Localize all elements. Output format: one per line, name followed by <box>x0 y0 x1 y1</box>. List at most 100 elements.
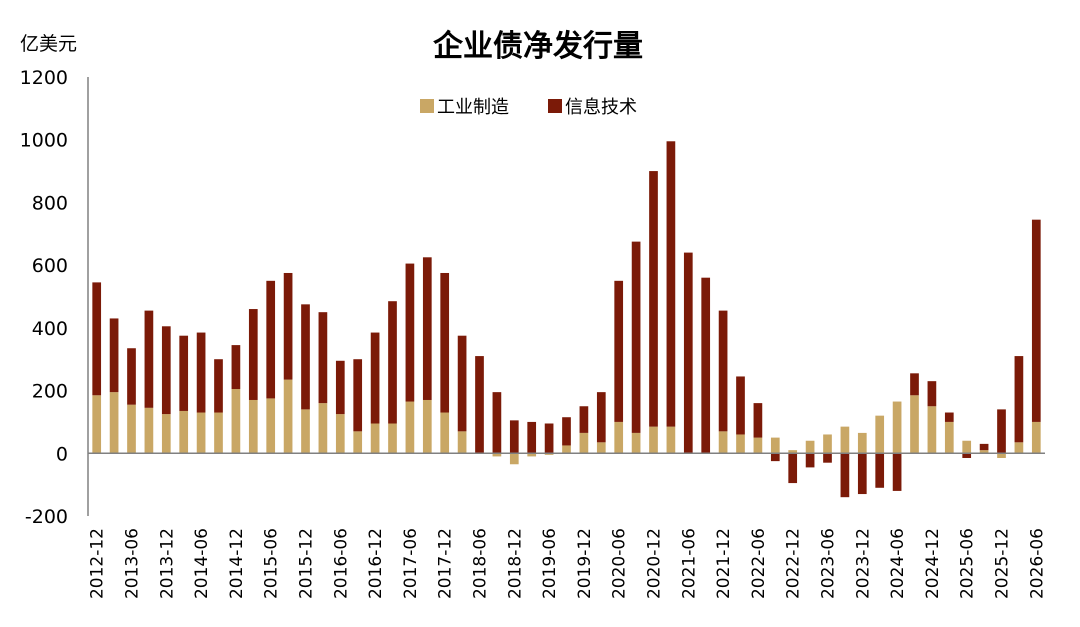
legend-label-industrial: 工业制造 <box>437 97 509 118</box>
bar-industrial <box>283 379 293 454</box>
bar-industrial <box>248 399 258 454</box>
bar-info_tech <box>266 280 276 399</box>
legend-swatch-industrial <box>420 99 434 113</box>
x-tick-label: 2018-06 <box>471 528 491 599</box>
bar-info_tech <box>509 420 519 454</box>
bar-info_tech <box>1014 356 1024 443</box>
x-tick-label: 2024-06 <box>888 528 908 599</box>
axes <box>87 77 1045 516</box>
bar-industrial <box>631 432 641 454</box>
x-tick-label: 2023-06 <box>819 528 839 599</box>
bar-info_tech <box>666 141 676 427</box>
bar-industrial <box>736 434 745 454</box>
bar-industrial <box>770 437 780 454</box>
bar-industrial <box>335 414 345 454</box>
bar-industrial <box>527 453 537 457</box>
bar-industrial <box>231 389 241 454</box>
bars <box>92 141 1041 498</box>
bar-info_tech <box>596 392 606 443</box>
bar-info_tech <box>718 310 728 432</box>
bar-info_tech <box>231 345 241 390</box>
bar-info_tech <box>283 272 293 380</box>
x-tick-label: 2018-12 <box>505 528 525 599</box>
bar-info_tech <box>788 453 798 484</box>
bar-industrial <box>544 453 554 455</box>
bar-info_tech <box>214 359 223 413</box>
x-tick-label: 2019-06 <box>540 528 560 599</box>
bar-info_tech <box>457 335 467 432</box>
x-tick-label: 2016-06 <box>331 528 351 599</box>
bar-industrial <box>823 434 832 454</box>
bar-industrial <box>214 412 223 454</box>
bar-info_tech <box>649 171 658 427</box>
bar-info_tech <box>405 263 415 402</box>
bar-industrial <box>144 407 154 454</box>
bar-info_tech <box>683 252 693 454</box>
bar-industrial <box>562 445 571 454</box>
bar-info_tech <box>875 453 885 488</box>
bar-industrial <box>614 421 624 454</box>
bar-info_tech <box>857 453 867 495</box>
bar-info_tech <box>1031 219 1041 422</box>
bar-industrial <box>492 453 502 457</box>
x-tick-label: 2015-12 <box>297 528 317 599</box>
bar-info_tech <box>979 443 989 451</box>
bar-info_tech <box>179 335 189 411</box>
bar-info_tech <box>440 272 450 413</box>
bar-industrial <box>161 414 171 454</box>
y-tick-label: 0 <box>56 443 68 465</box>
x-tick-label: 2017-12 <box>436 528 456 599</box>
bar-info_tech <box>475 356 484 454</box>
bar-info_tech <box>527 421 537 454</box>
bar-industrial <box>370 423 380 454</box>
bar-industrial <box>649 426 658 454</box>
bar-info_tech <box>701 277 711 454</box>
bar-industrial <box>388 423 397 454</box>
legend-swatch-info-tech <box>548 99 562 113</box>
bar-info_tech <box>944 412 954 422</box>
bar-info_tech <box>753 403 763 438</box>
x-tick-label: 2020-06 <box>610 528 630 599</box>
y-tick-label: 600 <box>32 255 68 277</box>
x-tick-label: 2013-06 <box>123 528 143 599</box>
bar-info_tech <box>892 453 902 491</box>
x-tick-label: 2015-06 <box>262 528 282 599</box>
legend: 工业制造 信息技术 <box>420 97 637 118</box>
bar-info_tech <box>318 312 328 404</box>
bar-info_tech <box>335 360 345 415</box>
x-tick-label: 2023-12 <box>853 528 873 599</box>
x-tick-label: 2021-12 <box>714 528 734 599</box>
x-tick-label: 2022-12 <box>784 528 804 599</box>
bar-info_tech <box>109 318 119 393</box>
bar-info_tech <box>823 453 832 463</box>
bar-info_tech <box>579 406 589 433</box>
y-tick-label: 800 <box>32 192 68 214</box>
bar-info_tech <box>388 301 397 424</box>
bar-industrial <box>509 453 519 465</box>
y-axis-unit-label: 亿美元 <box>20 33 77 55</box>
bar-info_tech <box>840 453 850 498</box>
bar-industrial <box>805 440 815 454</box>
bar-industrial <box>301 409 310 454</box>
bar-industrial <box>910 395 919 454</box>
bar-info_tech <box>614 280 624 422</box>
bar-info_tech <box>161 326 171 415</box>
bar-industrial <box>892 401 902 454</box>
bar-info_tech <box>196 332 206 413</box>
bar-industrial <box>875 415 885 454</box>
bar-info_tech <box>492 392 502 454</box>
bar-industrial <box>457 431 467 454</box>
x-tick-label: 2016-12 <box>366 528 386 599</box>
x-tick-label: 2021-06 <box>679 528 699 599</box>
bar-industrial <box>944 421 954 454</box>
bar-industrial <box>266 398 276 454</box>
x-tick-label: 2024-12 <box>923 528 943 599</box>
bar-industrial <box>196 412 206 454</box>
bar-industrial <box>840 426 850 454</box>
y-tick-label: -200 <box>25 506 68 528</box>
bar-industrial <box>997 453 1006 458</box>
bar-info_tech <box>353 359 363 432</box>
x-tick-label: 2025-12 <box>993 528 1013 599</box>
chart-title: 企业债净发行量 <box>433 29 643 64</box>
